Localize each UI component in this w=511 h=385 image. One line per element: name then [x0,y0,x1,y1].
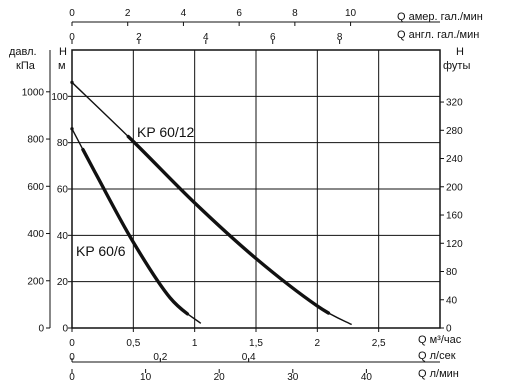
left-pressure-unit-1: давл. [9,46,37,58]
top-uk-gal-axis-tick-label: 6 [270,32,276,43]
top-us-gal-axis-tick-label: 4 [181,8,187,19]
right-head-axis-tick-label: 320 [446,98,463,109]
bottom-ls-unit: Q л/сек [418,350,456,362]
pump-curves [70,80,354,327]
bottom-lmin-axis-tick-label: 0 [69,372,75,383]
right-head-axis-tick-label: 160 [446,211,463,222]
bottom-m3h-axis-tick-label: 1 [192,338,198,349]
curve-label-kp60-6: KP 60/6 [76,243,126,259]
grid-lines [72,50,440,328]
bottom-m3h-axis-tick-label: 0 [69,338,75,349]
right-head-axis-tick-label: 0 [446,324,452,335]
left-pressure-axis-tick-label: 200 [27,276,44,287]
curve-label-kp60-12: KP 60/12 [137,124,195,140]
left-head-axis-tick-label: 0 [62,324,68,335]
left-pressure-axis-tick-label: 600 [27,182,44,193]
right-head-axis-tick-label: 40 [446,295,458,306]
right-head-axis-tick-label: 80 [446,267,458,278]
left-pressure-axis-tick-label: 1000 [22,87,45,98]
bottom-m3h-axis-tick-label: 2 [315,338,321,349]
top-us-gal-axis-tick-label: 8 [292,8,298,19]
right-head-axis-tick-label: 120 [446,239,463,250]
left-pressure-axis-tick-label: 400 [27,229,44,240]
top-us-gal-axis-tick-label: 2 [125,8,131,19]
right-head-axis-tick-label: 200 [446,182,463,193]
bottom-m3h-axis-tick-label: 1,5 [249,338,263,349]
bottom-lmin-axis-tick-label: 20 [214,372,226,383]
left-pressure-axis-tick-label: 800 [27,135,44,146]
left-head-axis-tick-label: 60 [57,185,69,196]
top-uk-gal-axis-tick-label: 2 [136,32,142,43]
top-us-gal-axis-tick-label: 0 [69,8,75,19]
right-head-unit-1: H [456,46,464,58]
left-pressure-axis-tick-label: 0 [38,324,44,335]
top-us-gal-axis-tick-label: 10 [345,8,357,19]
left-head-unit-1: H [59,46,67,58]
bottom-m3h-unit: Q м³/час [418,334,462,346]
bottom-ls-axis-tick-label: 0 [69,352,75,363]
top-us-gal-unit: Q амер. гал./мин [397,11,483,23]
left-head-axis-tick-label: 80 [57,138,69,149]
right-head-axis-tick-label: 240 [446,154,463,165]
curve-thick-kp-60-12 [70,80,354,327]
top-uk-gal-axis-tick-label: 0 [69,32,75,43]
left-pressure-unit-2: кПа [16,60,36,72]
top-us-gal-axis-tick-label: 6 [236,8,242,19]
left-head-axis-tick-label: 40 [57,231,69,242]
bottom-lmin-unit: Q л/мин [418,368,459,380]
bottom-m3h-axis-tick-label: 2,5 [372,338,386,349]
bottom-lmin-axis-tick-label: 40 [361,372,373,383]
axes: 0 2 4 6 8 100 2 4 6 80 0,5 1 1,5 2 2,50 0,2 0,40 10 20 30 40… [22,8,463,383]
bottom-lmin-axis-tick-label: 10 [140,372,152,383]
right-head-axis-tick-label: 280 [446,126,463,137]
bottom-ls-axis-tick-label: 0,4 [242,352,256,363]
bottom-m3h-axis-tick-label: 0,5 [126,338,140,349]
top-uk-gal-axis-tick-label: 8 [337,32,343,43]
bottom-ls-axis-tick-label: 0,2 [153,352,167,363]
left-head-axis-tick-label: 100 [51,92,68,103]
right-head-unit-2: футы [443,60,470,72]
top-uk-gal-axis-tick-label: 4 [203,32,209,43]
left-head-axis-tick-label: 20 [57,277,69,288]
curve-thin-kp-60-12 [71,81,353,326]
curve-thick-kp-60-6 [70,127,203,326]
bottom-lmin-axis-tick-label: 30 [287,372,299,383]
left-head-unit-2: м [58,60,66,72]
top-uk-gal-unit: Q англ. гал./мин [397,29,479,41]
curve-thin-kp-60-6 [71,128,202,324]
